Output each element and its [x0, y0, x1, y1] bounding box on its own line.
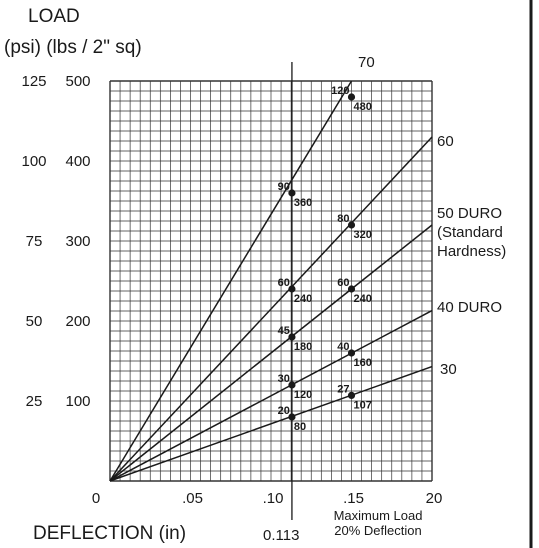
- y-tick-psi: 125: [21, 73, 46, 90]
- y-tick-psi: 50: [26, 313, 43, 330]
- point-lbs-label: 120: [294, 389, 312, 401]
- point-psi-label: 60: [337, 277, 349, 289]
- point-psi-label: 20: [278, 405, 290, 417]
- data-point: [347, 93, 356, 101]
- x-tick-label: .10: [263, 490, 284, 507]
- x-tick-label: .15: [343, 490, 364, 507]
- point-psi-label: 90: [278, 181, 290, 193]
- units-label: (psi) (lbs / 2" sq): [4, 37, 142, 58]
- series-label: 60: [437, 133, 454, 150]
- point-psi-label: 45: [278, 325, 290, 337]
- series-line: [109, 365, 433, 482]
- data-point: [347, 285, 356, 293]
- load-title: LOAD: [28, 6, 80, 27]
- series-label: (Standard: [437, 224, 503, 241]
- series-label: 70: [358, 54, 375, 71]
- x-tick-label: 0: [92, 490, 100, 507]
- y-tick-psi: 100: [21, 153, 46, 170]
- data-point: [288, 189, 296, 197]
- point-lbs-label: 480: [354, 101, 372, 113]
- series-label: 50 DURO: [437, 205, 502, 222]
- point-psi-label: 120: [331, 85, 349, 97]
- y-tick-lbs: 500: [65, 73, 90, 90]
- x-tick-label: .05: [182, 490, 203, 507]
- series-label: 40 DURO: [437, 299, 502, 316]
- y-tick-lbs: 300: [65, 233, 90, 250]
- point-psi-label: 27: [337, 383, 349, 395]
- y-tick-psi: 75: [26, 233, 43, 250]
- point-lbs-label: 360: [294, 197, 312, 209]
- point-psi-label: 80: [337, 213, 349, 225]
- point-psi-label: 40: [337, 341, 349, 353]
- y-tick-lbs: 200: [65, 313, 90, 330]
- deflection-note: 20% Deflection: [334, 523, 421, 538]
- point-psi-label: 60: [278, 277, 290, 289]
- max-load-note: Maximum Load: [334, 508, 423, 523]
- data-point: [347, 391, 356, 399]
- series-label: Hardness): [437, 243, 506, 260]
- series-line: [109, 136, 433, 482]
- point-lbs-label: 80: [294, 421, 306, 433]
- data-point: [347, 349, 356, 357]
- data-point: [288, 381, 296, 389]
- data-point: [288, 285, 296, 293]
- data-points: 90 360 120 480 80 320 60 240 60 240 45 180 40 160 30 12…: [278, 85, 372, 433]
- series-line: [109, 224, 433, 482]
- data-point: [288, 413, 296, 421]
- y-tick-lbs: 400: [65, 153, 90, 170]
- point-lbs-label: 180: [294, 341, 312, 353]
- point-lbs-label: 320: [354, 229, 372, 241]
- series-label: 30: [440, 361, 457, 378]
- data-point: [347, 221, 356, 229]
- series-line: [109, 80, 353, 482]
- point-lbs-label: 107: [354, 399, 372, 411]
- point-lbs-label: 240: [354, 293, 372, 305]
- series-line: [109, 309, 433, 482]
- marker-x-label: 0.113: [263, 527, 299, 544]
- y-tick-lbs: 100: [65, 393, 90, 410]
- point-lbs-label: 240: [294, 293, 312, 305]
- axis-ticks: 125 500 100 400 75 300 50 200 25 100 0 .05 .10 .15 20: [21, 73, 442, 507]
- x-tick-label: 20: [426, 490, 443, 507]
- point-psi-label: 30: [278, 373, 290, 385]
- data-point: [288, 333, 296, 341]
- series-lines: 70 60 50 DURO (Standard Hardness) 40 DURO 30: [109, 54, 506, 520]
- y-tick-psi: 25: [26, 393, 43, 410]
- x-axis-label: DEFLECTION (in): [33, 523, 186, 544]
- grid: [109, 80, 433, 482]
- point-lbs-label: 160: [354, 357, 372, 369]
